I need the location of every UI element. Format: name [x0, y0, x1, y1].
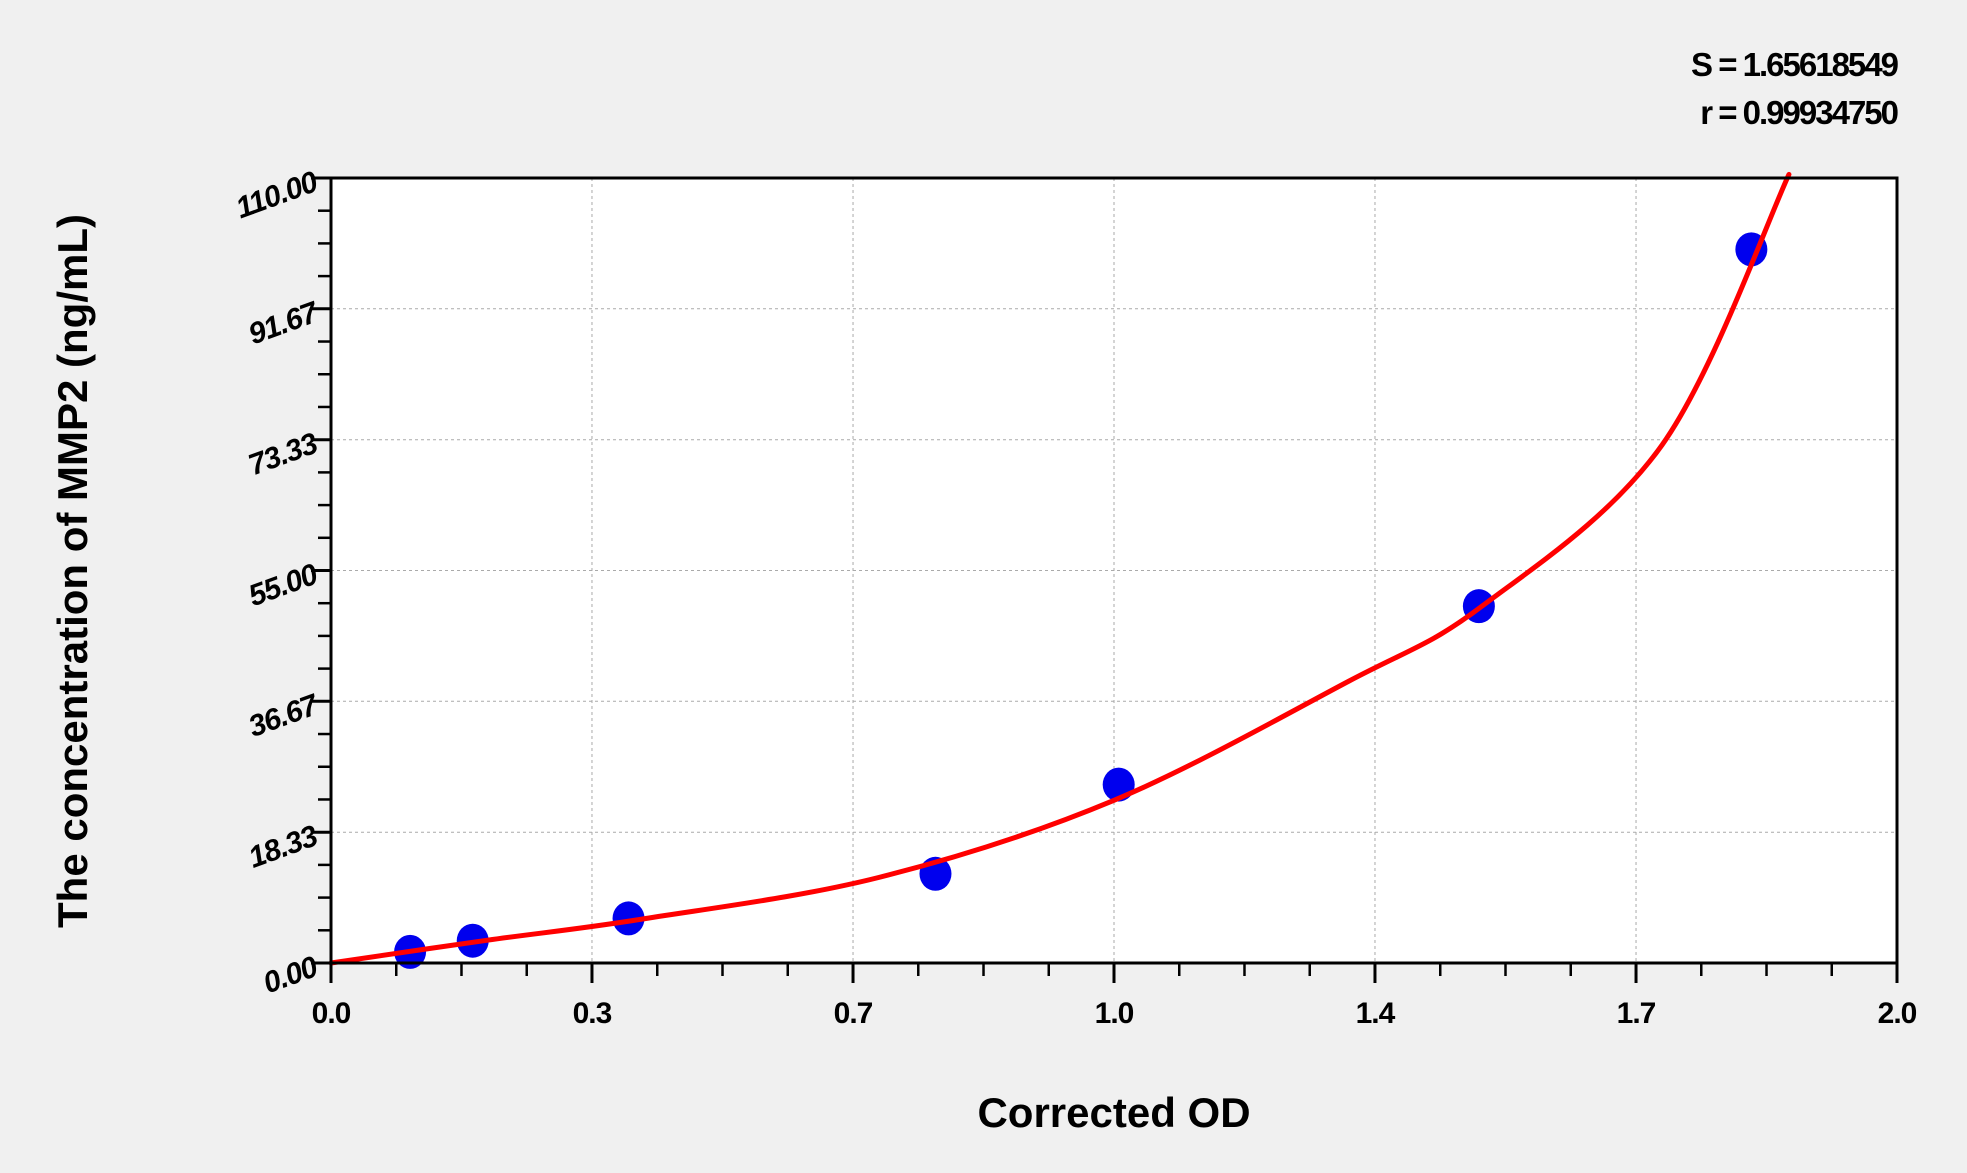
x-tick-label: 1.7 [1617, 997, 1656, 1030]
x-tick-label: 1.0 [1095, 997, 1134, 1030]
x-tick-labels: 0.0 0.3 0.7 1.0 1.4 1.7 2.0 [312, 997, 1918, 1030]
y-axis-title: The concentration of MMP2 (ng/mL) [49, 214, 96, 928]
x-tick-label: 2.0 [1878, 997, 1917, 1030]
data-points [328, 171, 1792, 969]
x-tick-label: 0.3 [573, 997, 612, 1030]
data-point [612, 901, 645, 936]
axis-ticks [311, 176, 1899, 983]
annotation-r: r = 0.99934750 [1700, 94, 1897, 131]
x-axis-title: Corrected OD [977, 1089, 1250, 1136]
grid [331, 178, 1897, 963]
x-tick-label: 0.7 [834, 997, 873, 1030]
x-tick-label: 1.4 [1356, 997, 1396, 1030]
annotation-s: S = 1.65618549 [1691, 46, 1899, 83]
fit-curve [328, 171, 1792, 966]
x-tick-label: 0.0 [312, 997, 351, 1030]
